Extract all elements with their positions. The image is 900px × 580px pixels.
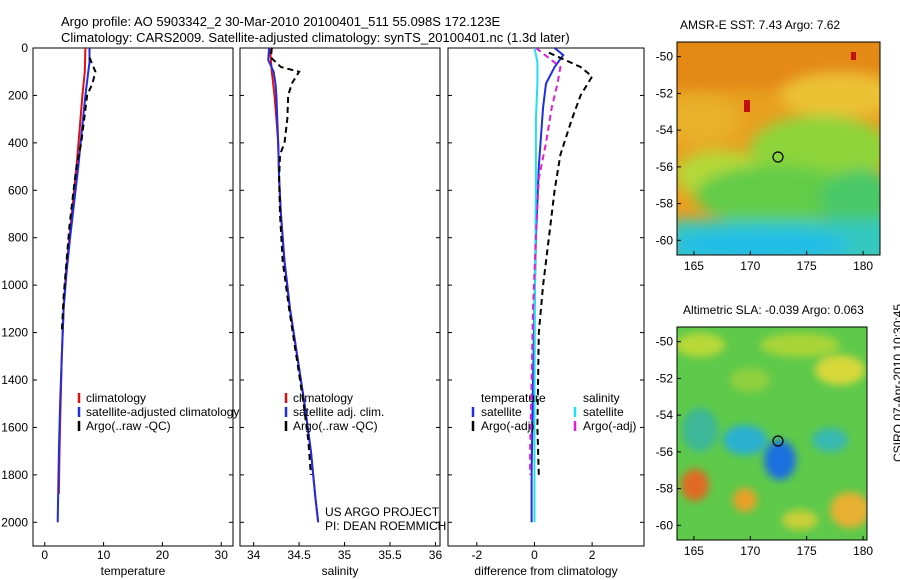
lon-tick-label: 180 bbox=[853, 259, 873, 273]
legend-title-temperature: temperature bbox=[481, 391, 546, 405]
plot-frame bbox=[447, 47, 645, 547]
series-group bbox=[56, 48, 97, 523]
lon-tick-label: 165 bbox=[684, 259, 704, 273]
y-tick-label: 200 bbox=[8, 88, 28, 102]
series-line-salinity-satellite bbox=[533, 48, 539, 523]
y-tick-label: 1000 bbox=[1, 278, 28, 292]
x-tick-label: 20 bbox=[156, 548, 170, 562]
x-tick-label: 36 bbox=[429, 548, 443, 562]
lat-tick-label: -56 bbox=[656, 445, 674, 459]
series-line-satellite-adjusted-climatology bbox=[56, 48, 91, 523]
temperature-profile-panel: 0 10 20 30 temperature 0 200 400 600 800 1000 1200 1… bbox=[1, 41, 239, 578]
legend-label: Argo(..raw -QC) bbox=[293, 419, 378, 433]
lat-tick-label: -54 bbox=[656, 408, 674, 422]
x-tick-label: -2 bbox=[471, 548, 482, 562]
legend-label: Argo(-adj) bbox=[481, 419, 534, 433]
x-axis-label: temperature bbox=[101, 564, 166, 578]
y-tick-label: 1800 bbox=[1, 468, 28, 482]
legend-label: Argo(-adj) bbox=[583, 419, 636, 433]
legend-label: climatology bbox=[86, 391, 146, 405]
x-tick-label: 0 bbox=[41, 548, 48, 562]
y-tick-label: 0 bbox=[21, 41, 28, 55]
lon-tick-label: 175 bbox=[797, 259, 817, 273]
y-tick-label: 400 bbox=[8, 136, 28, 150]
series-line-argo-raw-qc- bbox=[60, 57, 97, 333]
y-tick-label: 1400 bbox=[1, 373, 28, 387]
series-line-salinity-argo-adj- bbox=[529, 48, 562, 475]
legend-label: satellite adj. clim. bbox=[293, 405, 384, 419]
lat-tick-label: -58 bbox=[656, 482, 674, 496]
lat-tick-label: -54 bbox=[656, 123, 674, 137]
legend-title-salinity: salinity bbox=[583, 391, 620, 405]
y-tick-label: 1200 bbox=[1, 326, 28, 340]
x-tick-label: 0 bbox=[531, 548, 538, 562]
lat-tick-label: -58 bbox=[656, 197, 674, 211]
x-axis-label: difference from climatology bbox=[474, 564, 617, 578]
series-line-argo-raw-qc- bbox=[269, 48, 312, 475]
legend-label: satellite-adjusted climatology bbox=[86, 405, 239, 419]
sla-map-panel: -50 -52 -54 -56 -58 -60 165 170 175 180 bbox=[656, 326, 873, 558]
pi-credit: PI: DEAN ROEMMICH bbox=[325, 519, 447, 533]
lon-tick-label: 180 bbox=[853, 544, 873, 558]
legend-label: Argo(..raw -QC) bbox=[86, 419, 171, 433]
series-line-temperature-satellite bbox=[530, 48, 565, 523]
sst-map-panel: -50 -52 -54 -56 -58 -60 165 170 175 180 bbox=[656, 41, 881, 273]
float-position-marker-sla bbox=[772, 435, 784, 447]
y-tick-label: 2000 bbox=[1, 515, 28, 529]
plot-frame bbox=[239, 47, 441, 547]
y-tick-label: 800 bbox=[8, 231, 28, 245]
x-tick-label: 35 bbox=[338, 548, 352, 562]
project-credit: US ARGO PROJECT bbox=[325, 505, 440, 519]
lat-tick-label: -60 bbox=[656, 518, 674, 532]
csiro-timestamp: CSIRO 07-Apr-2010 10:30:45 bbox=[891, 303, 900, 462]
figure-title-line2: Climatology: CARS2009. Satellite-adjuste… bbox=[61, 30, 570, 45]
x-tick-label: 30 bbox=[215, 548, 229, 562]
sla-map-image bbox=[677, 327, 867, 540]
float-position-marker-sst bbox=[772, 151, 784, 163]
difference-profile-panel: -2 0 2 difference from climatology temperatu… bbox=[447, 47, 645, 578]
lat-tick-label: -50 bbox=[656, 50, 674, 64]
x-tick-label: 34 bbox=[247, 548, 261, 562]
legend-label: climatology bbox=[293, 391, 353, 405]
x-tick-label: 35.5 bbox=[378, 548, 402, 562]
sla-map-title: Altimetric SLA: -0.039 Argo: 0.063 bbox=[683, 303, 864, 317]
legend-label: satellite bbox=[481, 405, 522, 419]
salinity-profile-panel: 34 34.5 35 35.5 36 salinity climatologysatelli… bbox=[239, 47, 443, 578]
legend-label: satellite bbox=[583, 405, 624, 419]
lon-tick-label: 165 bbox=[684, 544, 704, 558]
lat-tick-label: -60 bbox=[656, 233, 674, 247]
lat-tick-label: -52 bbox=[656, 371, 674, 385]
series-line-temperature-argo-adj- bbox=[536, 51, 594, 475]
lat-tick-label: -56 bbox=[656, 160, 674, 174]
sst-map-image bbox=[677, 42, 880, 255]
lat-tick-label: -52 bbox=[656, 86, 674, 100]
sst-map-title: AMSR-E SST: 7.43 Argo: 7.62 bbox=[680, 18, 841, 32]
y-tick-label: 600 bbox=[8, 183, 28, 197]
x-tick-label: 10 bbox=[97, 548, 111, 562]
figure-title-line1: Argo profile: AO 5903342_2 30-Mar-2010 2… bbox=[61, 14, 501, 29]
lon-tick-label: 170 bbox=[740, 544, 760, 558]
lon-tick-label: 170 bbox=[740, 259, 760, 273]
x-tick-label: 2 bbox=[589, 548, 596, 562]
lon-tick-label: 175 bbox=[797, 544, 817, 558]
lat-tick-label: -50 bbox=[656, 335, 674, 349]
x-tick-label: 34.5 bbox=[287, 548, 311, 562]
x-axis-label: salinity bbox=[322, 564, 359, 578]
series-group bbox=[267, 48, 320, 523]
plot-frame bbox=[32, 47, 234, 547]
y-tick-label: 1600 bbox=[1, 420, 28, 434]
series-group bbox=[529, 48, 594, 523]
